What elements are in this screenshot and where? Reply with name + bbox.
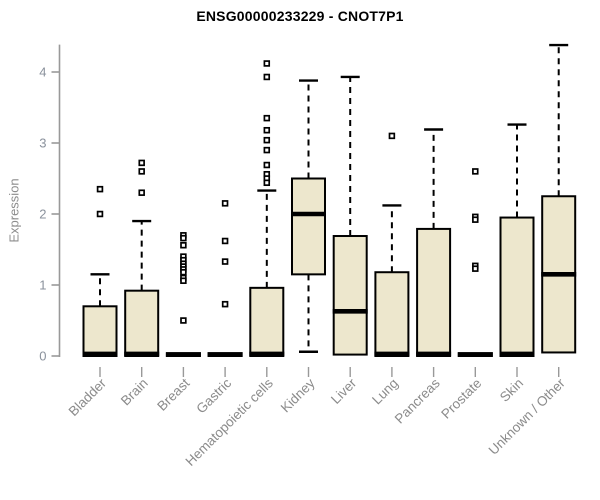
- outlier-point: [263, 126, 271, 134]
- outlier-point: [221, 237, 229, 245]
- outlier-point: [180, 317, 187, 324]
- category-label: Gastric: [193, 375, 234, 416]
- outlier-point: [388, 132, 396, 140]
- category-label: Unknown / Other: [486, 375, 569, 458]
- outlier-point: [138, 189, 145, 196]
- outlier-point: [263, 60, 271, 67]
- outlier-point: [263, 179, 271, 187]
- outlier-point: [263, 146, 271, 154]
- outlier-point: [138, 159, 145, 167]
- chart-title: ENSG00000233229 - CNOT7P1: [196, 8, 404, 24]
- y-tick-label: 1: [39, 278, 46, 293]
- category-label: Skin: [497, 376, 526, 405]
- y-tick-label: 2: [39, 207, 46, 222]
- outlier-point: [263, 114, 271, 122]
- outlier-point: [472, 168, 479, 175]
- iqr-box: [332, 235, 368, 356]
- category-label: Breast: [154, 375, 192, 413]
- outlier-point: [221, 258, 229, 265]
- category-label: Kidney: [278, 375, 318, 415]
- iqr-box: [249, 286, 285, 357]
- outlier-point: [221, 300, 229, 308]
- outlier-point: [263, 161, 271, 169]
- category-label: Lung: [369, 376, 401, 408]
- y-tick-label: 3: [39, 136, 46, 151]
- iqr-box: [499, 216, 535, 357]
- outlier-point: [263, 73, 271, 81]
- category-label: Prostate: [438, 376, 484, 422]
- outlier-point: [180, 268, 187, 276]
- outlier-point: [96, 185, 104, 193]
- outlier-point: [180, 234, 187, 242]
- iqr-box: [82, 305, 118, 357]
- outlier-point: [180, 277, 187, 284]
- outlier-point: [96, 210, 104, 218]
- category-label: Pancreas: [392, 375, 443, 426]
- iqr-box: [416, 227, 452, 357]
- outlier-point: [180, 241, 187, 249]
- category-label: Brain: [118, 376, 151, 409]
- y-tick-label: 4: [39, 65, 46, 80]
- category-label: Liver: [328, 375, 360, 407]
- category-label: Bladder: [66, 375, 110, 419]
- iqr-box: [374, 271, 410, 357]
- outlier-point: [263, 136, 271, 144]
- iqr-box: [291, 177, 326, 276]
- outlier-point: [472, 216, 479, 223]
- outlier-point: [472, 265, 479, 272]
- outlier-point: [221, 200, 229, 207]
- outlier-point: [138, 168, 145, 175]
- y-tick-label: 0: [39, 349, 46, 364]
- iqr-box: [124, 289, 160, 357]
